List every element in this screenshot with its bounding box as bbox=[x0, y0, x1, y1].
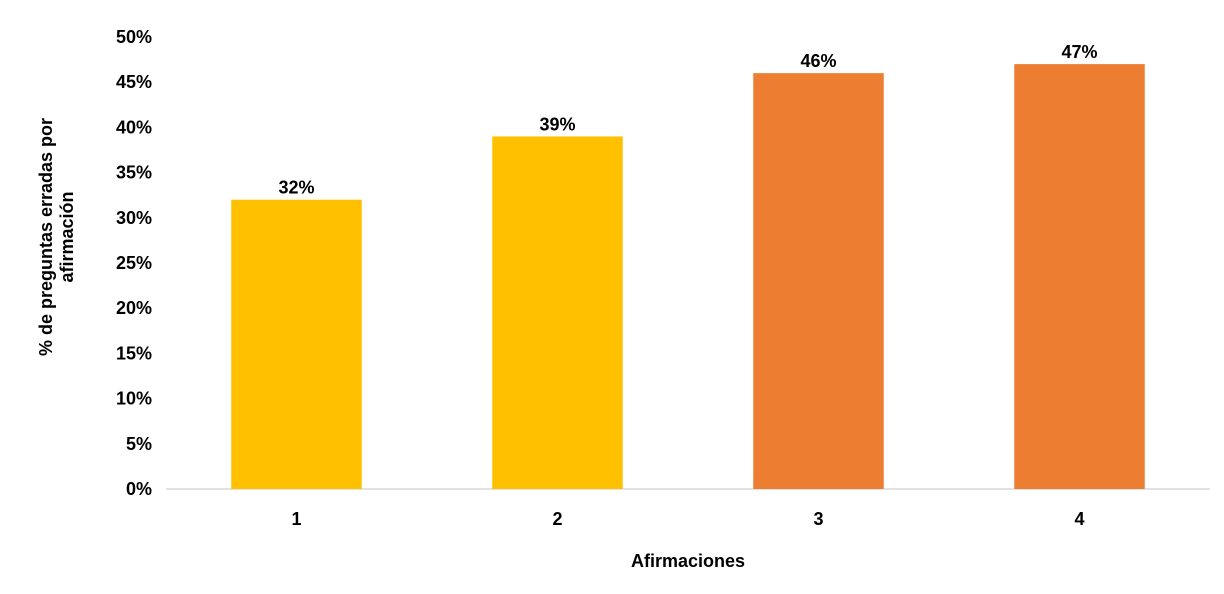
y-tick-label: 0% bbox=[126, 479, 152, 499]
data-label: 32% bbox=[278, 178, 314, 198]
bar-2 bbox=[492, 136, 623, 489]
data-label: 39% bbox=[539, 114, 575, 134]
x-axis-tick-labels: 1 2 3 4 bbox=[291, 509, 1084, 529]
x-axis-title: Afirmaciones bbox=[631, 551, 745, 571]
y-tick-label: 50% bbox=[116, 27, 152, 47]
bar-4 bbox=[1014, 64, 1145, 490]
x-tick-label: 4 bbox=[1074, 509, 1084, 529]
y-axis-title: % de preguntas erradas por afirmación bbox=[36, 118, 77, 356]
data-labels-group: 32% 39% 46% 47% bbox=[278, 42, 1097, 198]
bars-group bbox=[231, 64, 1145, 490]
y-axis-tick-labels: 0% 5% 10% 15% 20% 25% 30% 35% 40% 45% 50% bbox=[116, 27, 152, 499]
bar-1 bbox=[231, 199, 362, 489]
y-axis-title-line-2: afirmación bbox=[57, 191, 77, 282]
x-tick-label: 2 bbox=[552, 509, 562, 529]
y-tick-label: 5% bbox=[126, 434, 152, 454]
y-tick-label: 45% bbox=[116, 72, 152, 92]
y-tick-label: 30% bbox=[116, 208, 152, 228]
bar-3 bbox=[753, 73, 884, 489]
y-tick-label: 40% bbox=[116, 117, 152, 137]
x-tick-label: 1 bbox=[291, 509, 301, 529]
y-tick-label: 10% bbox=[116, 389, 152, 409]
data-label: 46% bbox=[800, 51, 836, 71]
y-tick-label: 35% bbox=[116, 163, 152, 183]
y-axis-title-line-1: % de preguntas erradas por bbox=[36, 118, 56, 356]
x-tick-label: 3 bbox=[813, 509, 823, 529]
data-label: 47% bbox=[1061, 42, 1097, 62]
y-tick-label: 25% bbox=[116, 253, 152, 273]
y-tick-label: 15% bbox=[116, 343, 152, 363]
y-tick-label: 20% bbox=[116, 298, 152, 318]
